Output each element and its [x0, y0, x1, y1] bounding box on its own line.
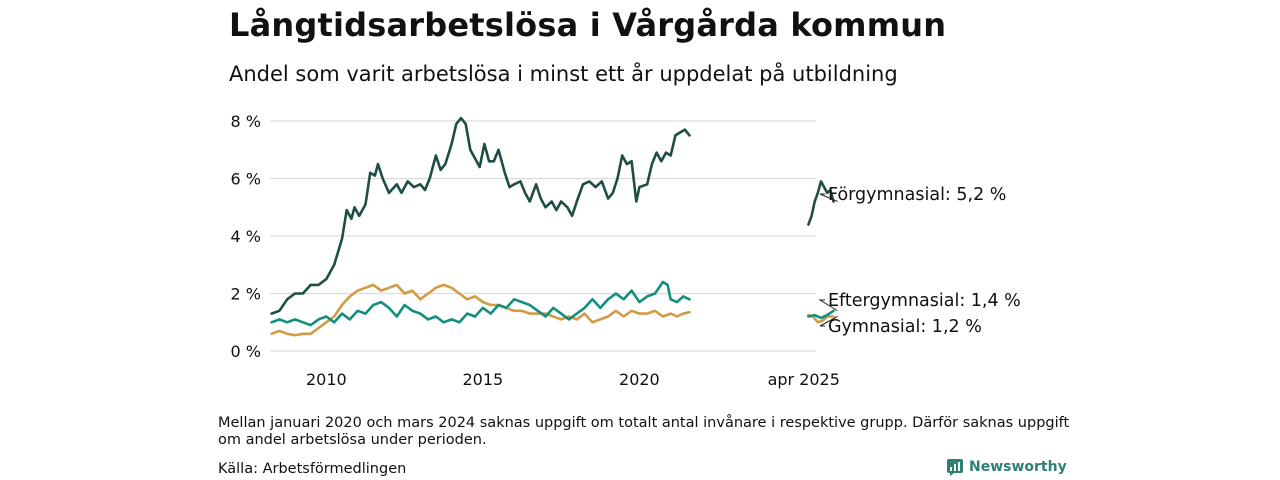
y-tick-label: 8 %	[231, 112, 261, 131]
x-tick-labels: 2010 2015 2020 apr 2025	[306, 370, 840, 389]
series-line-gymnasial	[270, 283, 691, 337]
grid-lines	[270, 120, 816, 352]
brand-name: Newsworthy	[969, 459, 1067, 475]
x-tick-label: apr 2025	[768, 370, 840, 389]
chart-subtitle: Andel som varit arbetslösa i minst ett å…	[229, 62, 898, 86]
newsworthy-icon	[947, 459, 963, 476]
series-line-förgymnasial	[807, 180, 835, 226]
x-tick-label: 2015	[463, 370, 504, 389]
label-connector	[818, 299, 838, 312]
y-tick-labels: 0 % 2 % 4 % 6 % 8 %	[231, 112, 261, 361]
series-lines	[270, 116, 835, 337]
footnote: Mellan januari 2020 och mars 2024 saknas…	[218, 415, 1070, 448]
series-line-eftergymnasial	[807, 309, 835, 320]
series-label-gymnasial: Gymnasial: 1,2 %	[828, 317, 982, 337]
y-tick-label: 6 %	[231, 170, 261, 189]
series-label-eftergymnasial: Eftergymnasial: 1,4 %	[828, 291, 1021, 311]
chart-title: Långtidsarbetslösa i Vårgårda kommun	[229, 6, 947, 44]
x-tick-label: 2010	[306, 370, 347, 389]
label-connector	[819, 316, 838, 327]
x-tick-label: 2020	[619, 370, 660, 389]
series-line-förgymnasial	[270, 116, 691, 315]
label-connector	[819, 193, 838, 202]
series-end-labels: Förgymnasial: 5,2 % Eftergymnasial: 1,4 %…	[818, 185, 1021, 337]
newsworthy-logo[interactable]: Newsworthy	[946, 458, 1067, 476]
source-text: Källa: Arbetsförmedlingen	[218, 461, 407, 477]
y-tick-label: 4 %	[231, 227, 261, 246]
series-label-förgymnasial: Förgymnasial: 5,2 %	[828, 185, 1006, 205]
series-line-eftergymnasial	[270, 280, 691, 327]
y-tick-label: 0 %	[231, 342, 261, 361]
y-tick-label: 2 %	[231, 285, 261, 304]
